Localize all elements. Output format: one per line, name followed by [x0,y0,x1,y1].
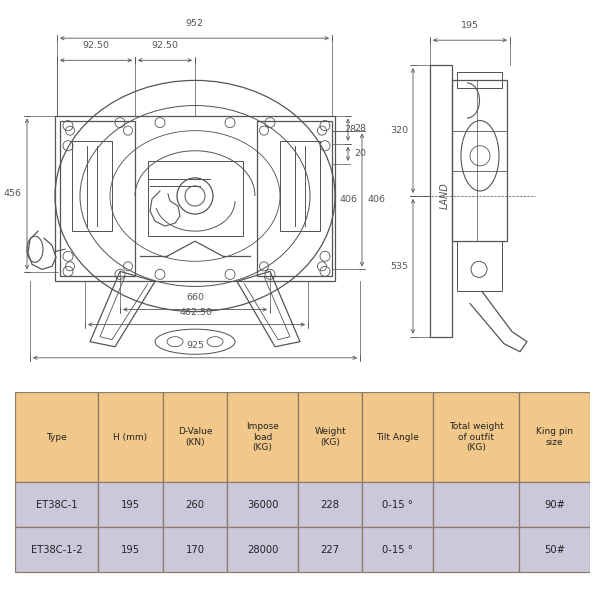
Bar [257,121,332,276]
Bar [362,527,433,572]
Text: 406: 406 [367,195,385,204]
Text: 195: 195 [121,500,140,510]
Bar [227,392,298,482]
Text: 227: 227 [321,545,340,555]
Text: King pin
size: King pin size [536,428,573,447]
Text: 50#: 50# [544,545,565,555]
Text: 170: 170 [185,545,205,555]
Bar [433,527,520,572]
Text: 92.50: 92.50 [82,41,110,50]
Text: 195: 195 [461,21,479,30]
Bar [520,392,590,482]
Bar [433,392,520,482]
Bar [163,482,227,527]
Bar [98,527,163,572]
Text: LAND: LAND [440,183,450,209]
Text: 92.50: 92.50 [152,41,179,50]
Text: 952: 952 [185,19,203,28]
Bar [15,482,98,527]
Text: Tilt Angle: Tilt Angle [376,432,419,441]
Bar [227,527,298,572]
Bar [430,65,452,336]
Bar [362,392,433,482]
Text: ET38C-1: ET38C-1 [36,500,78,510]
Text: 195: 195 [121,545,140,555]
Text: H (mm): H (mm) [113,432,147,441]
Text: 462.50: 462.50 [180,308,213,317]
Bar [163,392,227,482]
Text: 90#: 90# [544,500,565,510]
Bar [227,482,298,527]
Text: 0-15 °: 0-15 ° [382,500,413,510]
Text: Type: Type [46,432,67,441]
Bar [520,527,590,572]
Text: Total weight
of outfit
(KG): Total weight of outfit (KG) [449,422,504,452]
Text: 20: 20 [354,150,366,158]
Text: 260: 260 [185,500,205,510]
Bar [15,527,98,572]
Text: Weight
(KG): Weight (KG) [314,428,346,447]
Bar [72,140,112,231]
Bar [298,482,362,527]
Text: 28000: 28000 [247,545,278,555]
Bar [280,140,320,231]
Bar [163,527,227,572]
Text: 320: 320 [390,126,408,135]
Bar [98,482,163,527]
Bar [457,72,502,89]
Bar [298,392,362,482]
Bar [60,121,135,276]
Text: 0-15 °: 0-15 ° [382,545,413,555]
Bar [433,482,520,527]
Text: Impose
load
(KG): Impose load (KG) [246,422,279,452]
Text: 535: 535 [390,262,408,271]
Bar [15,392,98,482]
Bar [298,527,362,572]
Bar [520,482,590,527]
Bar [55,116,335,282]
Text: 406: 406 [339,195,357,204]
Bar [452,80,507,241]
Text: 660: 660 [186,292,204,302]
Text: 925: 925 [186,341,204,350]
Bar [148,161,243,236]
Text: 28: 28 [344,125,356,134]
Text: 36000: 36000 [247,500,278,510]
Bar [98,392,163,482]
Text: D-Value
(KN): D-Value (KN) [178,428,212,447]
Text: 456: 456 [4,189,22,198]
Text: 228: 228 [321,500,340,510]
Text: ET38C-1-2: ET38C-1-2 [31,545,82,555]
Bar [362,482,433,527]
Text: 28: 28 [354,124,366,133]
Bar [457,241,502,291]
